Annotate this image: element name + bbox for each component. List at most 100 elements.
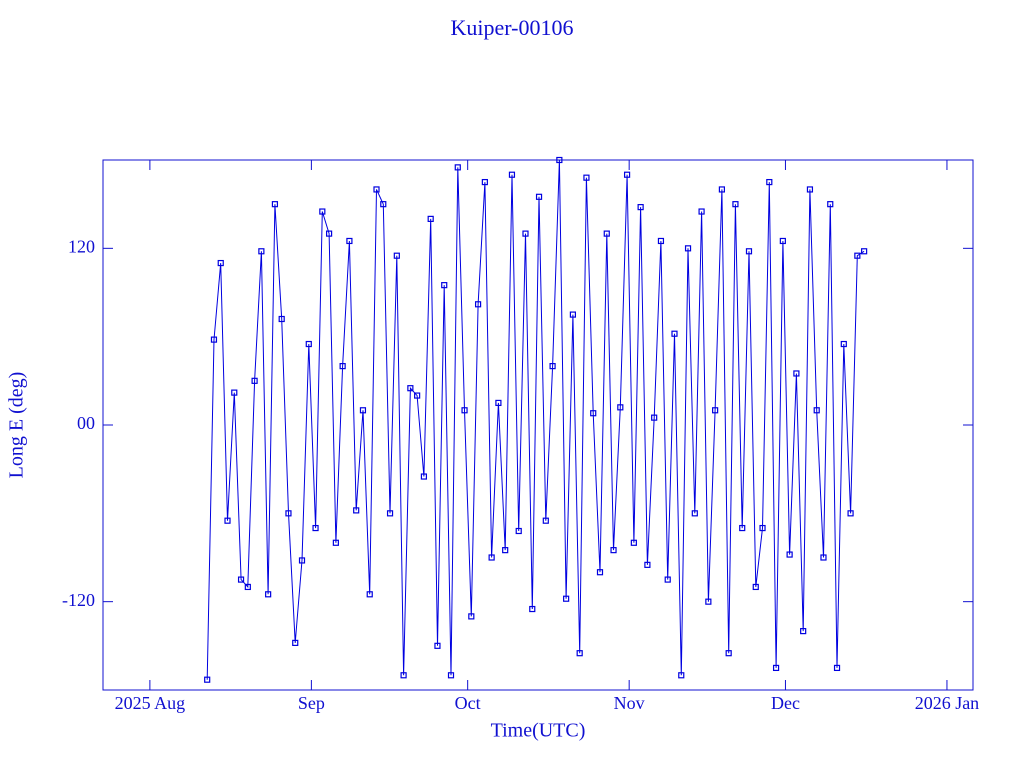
data-point	[339, 363, 346, 370]
data-point	[285, 510, 292, 517]
x-tick-label: 2025 Aug	[115, 693, 186, 713]
data-point	[651, 414, 658, 421]
data-point	[793, 370, 800, 377]
data-point	[312, 524, 319, 532]
data-point	[441, 282, 448, 289]
data-point	[698, 208, 705, 215]
data-point	[813, 407, 820, 414]
data-point	[434, 642, 441, 649]
data-point	[576, 650, 583, 657]
data-point	[644, 561, 651, 568]
data-point	[461, 407, 468, 414]
data-point	[806, 186, 814, 193]
data-point	[820, 554, 827, 561]
y-tick-label: -120	[62, 590, 95, 610]
data-point	[786, 551, 793, 558]
data-point	[414, 392, 421, 399]
data-point	[847, 510, 854, 517]
data-point	[772, 664, 780, 672]
data-point	[366, 591, 373, 598]
data-point	[481, 178, 488, 186]
data-point	[380, 201, 387, 208]
data-point	[332, 539, 339, 546]
data-point	[488, 554, 495, 561]
data-point	[563, 595, 570, 602]
data-line	[206, 159, 865, 680]
data-point	[583, 174, 590, 181]
x-tick-label: Oct	[455, 693, 481, 713]
data-point	[305, 340, 312, 348]
data-point	[766, 178, 773, 186]
data-point	[217, 259, 224, 267]
data-point	[610, 547, 617, 554]
data-point	[752, 583, 759, 591]
x-tick-label: Dec	[771, 693, 800, 713]
data-point	[637, 204, 644, 211]
data-point	[732, 201, 739, 208]
data-point	[278, 315, 285, 323]
data-point	[292, 639, 299, 646]
data-point	[244, 583, 251, 591]
data-point	[251, 377, 258, 384]
data-point	[671, 330, 678, 337]
data-point	[745, 248, 753, 255]
data-point	[454, 164, 461, 171]
data-point	[684, 245, 692, 252]
y-tick-label: 120	[68, 236, 95, 256]
data-point	[596, 569, 604, 576]
data-point	[386, 510, 394, 517]
chart-title: Kuiper-00106	[451, 15, 574, 40]
data-point	[861, 248, 868, 255]
y-tick-label: 00	[77, 413, 95, 433]
data-point	[204, 676, 211, 683]
data-point	[495, 399, 502, 407]
data-point	[617, 404, 624, 411]
data-point	[359, 407, 367, 414]
data-point	[779, 237, 786, 245]
data-point	[346, 237, 353, 245]
data-point	[739, 524, 746, 532]
data-point	[231, 389, 238, 396]
data-point	[800, 628, 807, 635]
data-point	[237, 576, 245, 583]
data-point	[657, 237, 665, 245]
data-point	[590, 410, 597, 417]
data-point	[718, 186, 725, 193]
data-point	[522, 230, 529, 237]
x-tick-label: Nov	[614, 693, 645, 713]
data-point	[712, 407, 719, 414]
data-point	[224, 517, 231, 524]
data-point	[678, 672, 685, 679]
y-axis-label: Long E (deg)	[6, 372, 28, 479]
data-point	[827, 201, 834, 208]
data-point	[298, 557, 306, 564]
x-axis-label: Time(UTC)	[491, 720, 586, 742]
data-point	[468, 613, 475, 620]
data-point	[325, 230, 333, 237]
data-point	[400, 672, 407, 679]
data-point	[529, 605, 536, 613]
data-point	[725, 650, 732, 657]
data-point	[664, 576, 671, 583]
data-point	[515, 527, 522, 535]
data-point	[569, 311, 577, 318]
data-point	[353, 507, 360, 514]
x-tick-label: 2026 Jan	[915, 693, 980, 713]
data-point	[271, 201, 279, 208]
data-point	[373, 186, 380, 193]
data-point	[535, 193, 543, 200]
data-point	[258, 248, 265, 255]
data-point	[542, 517, 549, 524]
data-point	[691, 510, 698, 517]
data-point	[603, 230, 610, 237]
data-point	[549, 363, 556, 370]
data-point	[556, 156, 563, 164]
data-point	[474, 301, 482, 308]
data-point	[427, 215, 434, 222]
data-point	[840, 340, 847, 348]
data-point	[508, 171, 516, 178]
data-point	[407, 385, 414, 392]
data-point	[623, 171, 631, 178]
data-point	[319, 208, 326, 215]
